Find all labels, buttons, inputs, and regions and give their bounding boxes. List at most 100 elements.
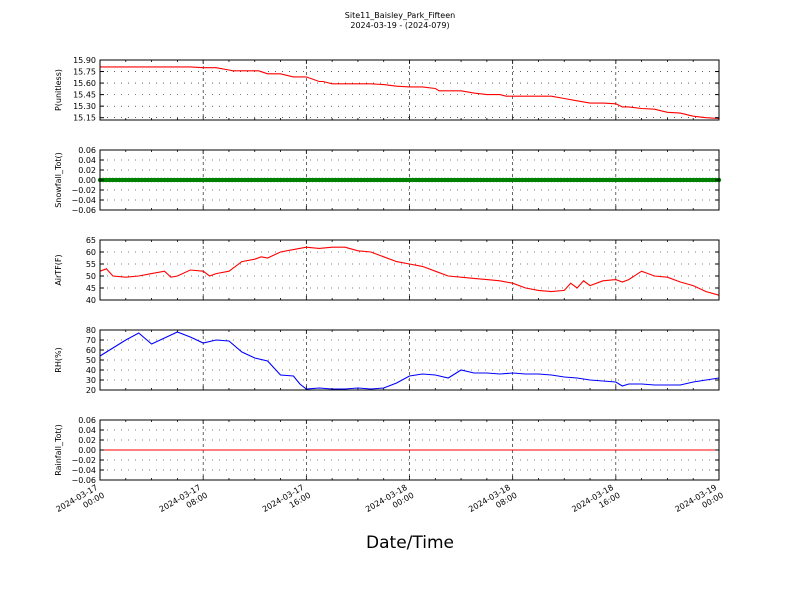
panel-4: 0.060.040.020.00−0.02−0.04−0.06 Rainfall_… xyxy=(54,416,720,485)
panel-1-point xyxy=(191,177,196,183)
panel-1-point xyxy=(520,177,525,183)
panel-0-ytick-label-0: 15.90 xyxy=(73,56,96,65)
panel-1-point xyxy=(197,177,203,183)
panel-1-point xyxy=(317,177,322,183)
panel-1-point xyxy=(413,177,419,183)
panel-1-point xyxy=(194,177,199,183)
panel-1-point xyxy=(107,177,112,183)
panel-1-point xyxy=(288,177,293,183)
panel-0-ytick-label-5: 15.15 xyxy=(73,114,96,123)
panel-2-ytick-label-2: 55 xyxy=(86,260,96,269)
panel-1-point xyxy=(465,177,470,183)
panel-1-point xyxy=(661,177,667,183)
panel-1-ylabel: Snowfall_Tot() xyxy=(54,152,63,208)
panel-1-point xyxy=(626,177,631,183)
panel-1-point xyxy=(291,177,296,183)
panel-1-point xyxy=(400,177,406,183)
panel-1-point xyxy=(426,177,432,183)
panel-1-point xyxy=(249,177,254,183)
panel-1-point xyxy=(336,177,341,183)
panel-1-point xyxy=(255,177,261,183)
chart-title-block: Site11_Baisley_Park_Fifteen 2024-03-19 -… xyxy=(0,11,800,31)
panel-1-point xyxy=(220,177,225,183)
panel-1-point xyxy=(636,177,641,183)
x-tick-label-4: 2024-03-1808:00 xyxy=(467,482,519,523)
panel-1-point xyxy=(452,177,457,183)
panel-1-point xyxy=(671,177,677,183)
panel-1-point xyxy=(581,177,586,183)
panel-1-point xyxy=(152,177,158,183)
panel-1-point xyxy=(655,177,660,183)
panel-1-point xyxy=(213,177,219,183)
panel-2-ytick-label-0: 65 xyxy=(86,236,96,245)
panel-1-point xyxy=(684,177,689,183)
panel-1-point xyxy=(168,177,174,183)
panel-1-point xyxy=(681,177,686,183)
panel-1-point xyxy=(136,177,141,183)
panel-1-point xyxy=(491,177,496,183)
panel-2: 65 60 55 50 45 40 AirTF(F) xyxy=(54,236,720,305)
panel-1-point xyxy=(707,177,712,183)
panel-1-point xyxy=(297,177,303,183)
panel-1-point xyxy=(410,177,415,183)
x-tick-label-5: 2024-03-1816:00 xyxy=(570,482,622,523)
panel-1-ytick-label-2: 0.02 xyxy=(78,166,96,175)
panel-3-ytick-label-5: 30 xyxy=(86,376,96,385)
panel-1-point xyxy=(371,177,377,183)
panel-1-point xyxy=(574,177,580,183)
panel-1-point xyxy=(468,177,473,183)
panel-1-point xyxy=(549,177,554,183)
panel-1-point xyxy=(613,177,619,183)
panel-1-point xyxy=(471,177,477,183)
panel-1-point xyxy=(159,177,164,183)
panel-4-ytick-label-0: 0.06 xyxy=(78,416,96,425)
panel-1-point xyxy=(616,177,622,183)
panel-1-point xyxy=(497,177,502,183)
panel-1-point xyxy=(562,177,567,183)
panel-1-point xyxy=(687,177,693,183)
x-tick-label-6: 2024-03-1900:00 xyxy=(673,482,725,523)
panel-1-point xyxy=(333,177,338,183)
panel-3-ytick-label-3: 50 xyxy=(86,356,96,365)
panel-1-point xyxy=(233,177,238,183)
panel-1-point xyxy=(329,177,335,183)
panel-1-point xyxy=(258,177,264,183)
panel-1-point xyxy=(217,177,222,183)
panel-1-point xyxy=(545,177,551,183)
panel-0-ytick-label-3: 15.45 xyxy=(73,91,96,100)
panel-1-point xyxy=(404,177,409,183)
panel-1-point xyxy=(104,177,109,183)
panel-1-point xyxy=(533,177,538,183)
panel-1-point xyxy=(481,177,486,183)
panel-1-point xyxy=(487,177,493,183)
panel-1-point xyxy=(697,177,702,183)
panel-1-point xyxy=(555,177,561,183)
chart-subtitle: 2024-03-19 - (2024-079) xyxy=(350,21,450,30)
panel-1-point xyxy=(442,177,448,183)
panel-1-point xyxy=(326,177,332,183)
chart-title: Site11_Baisley_Park_Fifteen xyxy=(344,11,456,20)
panel-1-point xyxy=(523,177,528,183)
panel-2-ytick-label-3: 50 xyxy=(86,272,96,281)
panel-1-point xyxy=(223,177,228,183)
panel-1-point xyxy=(313,177,319,183)
panel-1-point xyxy=(171,177,177,183)
panel-1-point xyxy=(439,177,444,183)
panel-1-point xyxy=(204,177,209,183)
panel-1-point xyxy=(284,177,290,183)
panel-4-ytick-label-1: 0.04 xyxy=(78,426,96,435)
panel-1-point xyxy=(188,177,193,183)
panel-1-point xyxy=(210,177,216,183)
panel-1-point xyxy=(558,177,564,183)
panel-3-ytick-label-0: 80 xyxy=(86,326,96,335)
panel-1-point xyxy=(123,177,128,183)
x-tick-label-2: 2024-03-1716:00 xyxy=(261,482,313,523)
panel-4-ytick-label-6: −0.06 xyxy=(71,476,96,485)
panel-4-ylabel: Rainfall_Tot() xyxy=(54,424,63,476)
panel-0-series-0 xyxy=(100,66,720,120)
panel-4-ytick-label-4: −0.02 xyxy=(71,456,96,465)
panel-1-point xyxy=(304,177,309,183)
panel-1-point xyxy=(184,177,190,183)
panel-1-point xyxy=(236,177,241,183)
